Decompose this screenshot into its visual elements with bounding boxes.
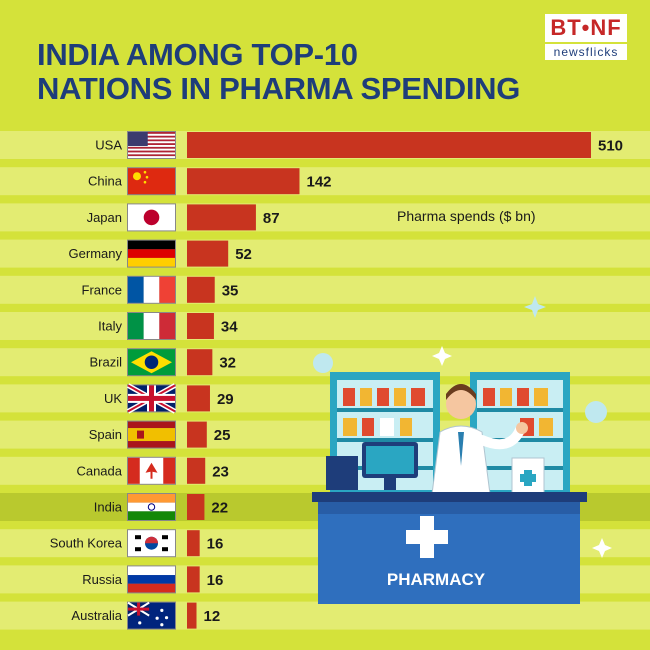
bar-india (187, 494, 205, 520)
row-stripe (0, 167, 650, 196)
logo-top: BT•NF (545, 14, 627, 42)
value-label: 510 (598, 138, 623, 155)
value-label: 25 (214, 427, 231, 444)
us-flag-icon (127, 131, 176, 159)
china-flag-icon (127, 167, 176, 196)
value-label: 12 (204, 608, 221, 625)
row-stripe (0, 239, 650, 268)
france-flag-icon (127, 275, 176, 304)
spain-flag-icon (127, 420, 176, 449)
value-label: 87 (263, 210, 280, 227)
row-stripe (0, 203, 650, 232)
category-label: South Korea (50, 536, 123, 551)
value-label: 16 (207, 536, 224, 553)
value-label: 35 (222, 282, 239, 299)
bar-italy (187, 313, 214, 339)
australia-flag-icon (127, 601, 176, 630)
south-korea-flag-icon (127, 529, 176, 558)
uk-flag-icon (126, 383, 177, 414)
canada-flag-icon (127, 456, 176, 485)
bar-brazil (187, 349, 213, 376)
category-label: UK (104, 391, 122, 406)
category-label: Japan (87, 210, 122, 225)
row-stripe (0, 275, 650, 304)
category-label: Canada (76, 463, 122, 478)
title-line-1: INDIA AMONG TOP-10 (37, 37, 358, 72)
bar-france (187, 276, 215, 303)
italy-flag-icon (127, 312, 176, 340)
pharmacy-counter-label: PHARMACY (387, 570, 486, 589)
flags (126, 131, 177, 630)
category-label: Germany (69, 246, 123, 261)
germany-flag-icon (127, 239, 176, 268)
category-label: Russia (82, 572, 123, 587)
row-stripe (0, 601, 650, 630)
value-label: 16 (207, 572, 224, 589)
bar-south-korea (187, 530, 200, 557)
logo-bottom: newsflicks (545, 44, 627, 60)
category-label: Brazil (89, 355, 122, 370)
bar-japan (187, 204, 256, 231)
value-label: 52 (235, 246, 252, 263)
value-label: 32 (219, 355, 236, 372)
value-label: 142 (306, 174, 331, 191)
japan-flag-icon (127, 203, 176, 232)
category-label: Australia (71, 608, 122, 623)
bar-australia (187, 602, 197, 629)
bar-uk (187, 385, 210, 412)
title-line-2: NATIONS IN PHARMA SPENDING (37, 71, 521, 106)
value-label: 22 (211, 500, 228, 517)
category-label: France (82, 282, 122, 297)
category-label: Spain (89, 427, 122, 442)
bars (187, 132, 591, 629)
category-label: China (88, 174, 123, 189)
bar-china (187, 168, 300, 195)
value-label: 29 (217, 391, 234, 408)
value-label: 23 (212, 463, 229, 480)
bar-spain (187, 421, 207, 448)
bar-canada (187, 457, 206, 484)
row-stripe (0, 312, 650, 340)
pharmacy-illustration: PHARMACY (312, 296, 612, 604)
category-label: India (94, 500, 123, 515)
bar-germany (187, 240, 229, 267)
bar-usa (187, 132, 591, 158)
brazil-flag-icon (127, 348, 176, 377)
btnf-logo: BT•NF newsflicks (545, 14, 627, 62)
category-label: Italy (98, 319, 122, 334)
india-flag-icon (127, 493, 176, 521)
value-label: 34 (221, 319, 238, 336)
bar-russia (187, 566, 200, 593)
unit-label: Pharma spends ($ bn) (397, 208, 536, 224)
russia-flag-icon (127, 565, 176, 594)
page-title: INDIA AMONG TOP-10 NATIONS IN PHARMA SPE… (37, 38, 557, 106)
labels: 510 USA 142 China 87 Japan 52 Germany 35 France 34… (50, 138, 623, 626)
category-label: USA (95, 138, 122, 153)
